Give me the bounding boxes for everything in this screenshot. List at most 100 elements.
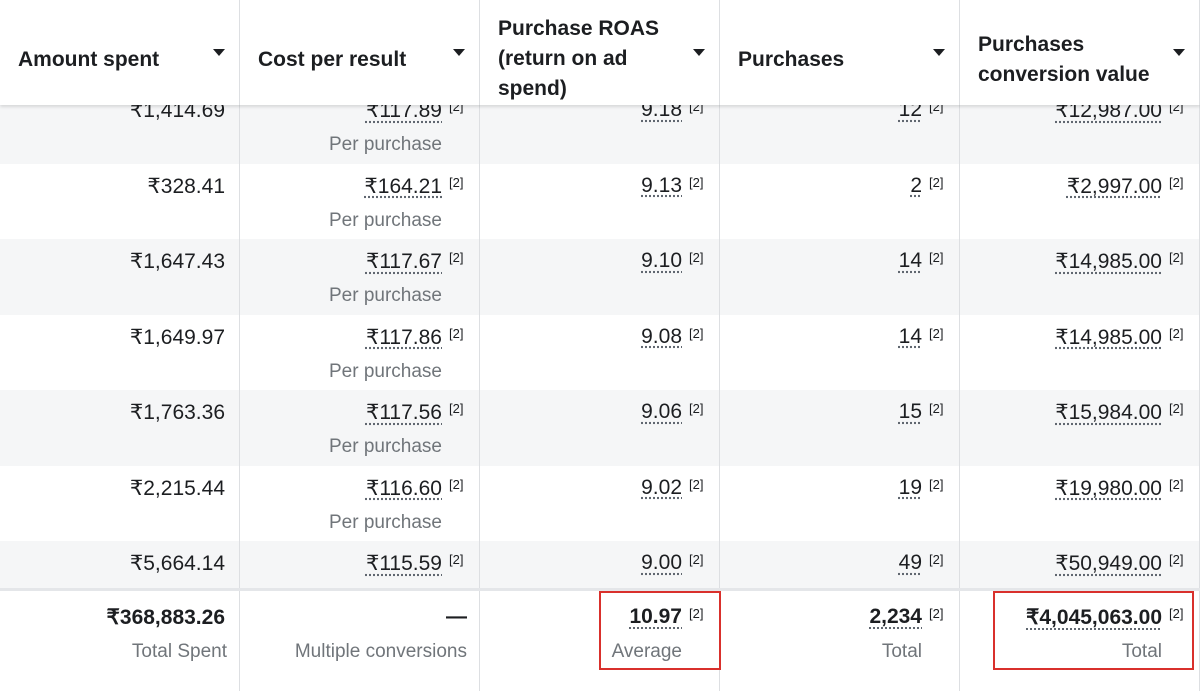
attribution-note: [2] xyxy=(1169,325,1184,341)
cell-value-line: ₹14,985.00 [2] xyxy=(1055,325,1185,350)
column-title: Cost per result xyxy=(258,47,407,71)
attribution-note: [2] xyxy=(929,401,944,416)
cell-value[interactable]: 10.97 xyxy=(629,605,682,628)
table-header: Amount spent Cost per result Purchase ROAS… xyxy=(0,0,1200,105)
cell-value[interactable]: 2 xyxy=(910,173,922,197)
cell-value-line: ₹1,647.43 xyxy=(130,249,225,274)
cell-value[interactable]: ₹15,984.00 xyxy=(1055,401,1162,424)
column-title: Purchases xyxy=(738,47,845,71)
table-cell: 9.06 [2] xyxy=(480,390,720,466)
attribution-note: [2] xyxy=(449,401,464,416)
attribution-note: [2] xyxy=(1169,552,1184,567)
attribution-note: [2] xyxy=(1169,606,1184,621)
table-cell: ₹116.60 [2] Per purchase xyxy=(240,465,480,542)
cell-value[interactable]: 9.00 xyxy=(641,551,682,574)
cell-value-line: ₹117.67 [2] xyxy=(366,249,465,274)
cell-value-line: 9.02 [2] xyxy=(641,476,705,500)
cell-value[interactable]: ₹19,980.00 xyxy=(1055,476,1162,500)
cell-value[interactable]: 9.08 xyxy=(641,324,682,348)
table-row[interactable]: ₹1,647.43 ₹117.67 [2] Per purchase 9.10 [2] 14… xyxy=(0,239,1200,315)
attribution-note: [2] xyxy=(689,552,704,567)
cell-value-line: ₹1,763.36 xyxy=(130,400,225,425)
cell-label: Total Spent xyxy=(131,641,227,662)
cell-label: Multiple conversions xyxy=(294,641,467,662)
cell-value-line: 19 [2] xyxy=(899,476,945,500)
table-cell: 2 [2] xyxy=(720,163,960,240)
cell-value[interactable]: — xyxy=(446,605,467,628)
column-header[interactable]: Cost per result xyxy=(240,0,480,105)
cell-value[interactable]: 9.10 xyxy=(641,249,682,272)
cell-value[interactable]: 14 xyxy=(898,324,922,348)
cell-value-line: ₹5,664.14 xyxy=(130,551,225,576)
cell-value: ₹2,215.44 xyxy=(129,476,225,500)
column-header[interactable]: Amount spent xyxy=(0,0,240,105)
cell-value[interactable]: 19 xyxy=(898,475,922,499)
cell-value-line: 14 [2] xyxy=(899,249,945,273)
table-row[interactable]: ₹1,763.36 ₹117.56 [2] Per purchase 9.06 [2] 15… xyxy=(0,390,1200,466)
cell-label: Average xyxy=(611,641,682,662)
sort-dropdown[interactable] xyxy=(693,49,705,56)
cell-value[interactable]: ₹115.59 xyxy=(365,552,442,575)
table-cell: 19 [2] xyxy=(720,465,960,542)
cell-value: ₹1,763.36 xyxy=(129,401,225,424)
cell-value: ₹5,664.14 xyxy=(129,552,225,575)
cell-value[interactable]: ₹164.21 xyxy=(364,174,442,198)
column-header[interactable]: Purchases conversion value xyxy=(960,0,1200,105)
cell-value[interactable]: 49 xyxy=(898,551,922,574)
cell-value-line: 14 [2] xyxy=(899,325,945,349)
cell-value: ₹1,647.43 xyxy=(129,250,225,273)
cell-value: ₹368,883.26 xyxy=(106,606,225,629)
cell-value-line: 49 [2] xyxy=(899,551,945,575)
cell-value[interactable]: 9.02 xyxy=(641,475,682,499)
cell-value[interactable]: 9.13 xyxy=(641,173,682,197)
attribution-note: [2] xyxy=(929,174,944,190)
cell-value[interactable]: ₹4,045,063.00 xyxy=(1026,606,1162,629)
attribution-note: [2] xyxy=(449,476,464,492)
cell-value[interactable]: 14 xyxy=(898,249,922,272)
cell-value-line: ₹117.86 [2] xyxy=(366,325,465,350)
cell-value[interactable]: ₹116.60 xyxy=(365,476,442,500)
cell-value-line: ₹116.60 [2] xyxy=(366,476,465,501)
cell-value-line: 9.13 [2] xyxy=(641,174,705,198)
table-row[interactable]: ₹1,649.97 ₹117.86 [2] Per purchase 9.08 [2] 14… xyxy=(0,314,1200,391)
cell-value[interactable]: ₹117.56 xyxy=(365,401,442,424)
cell-value[interactable]: 15 xyxy=(898,400,922,423)
attribution-note: [2] xyxy=(689,606,704,621)
cell-value: ₹1,649.97 xyxy=(129,325,225,349)
cell-value[interactable]: ₹2,997.00 xyxy=(1066,174,1162,198)
table-cell: 9.02 [2] xyxy=(480,465,720,542)
column-title: Amount spent xyxy=(18,47,160,71)
cell-value[interactable]: ₹117.67 xyxy=(365,250,442,273)
cell-value-line: ₹1,649.97 xyxy=(130,325,225,350)
cell-value[interactable]: ₹50,949.00 xyxy=(1055,552,1162,575)
cell-value-line: ₹115.59 [2] xyxy=(366,551,465,576)
cell-value[interactable]: ₹117.86 xyxy=(365,325,442,349)
attribution-note: [2] xyxy=(689,476,704,492)
attribution-note: [2] xyxy=(689,174,704,190)
footer-cell: ₹368,883.26 Total Spent xyxy=(0,591,240,691)
cell-value[interactable]: 2,234 xyxy=(869,605,922,628)
sort-dropdown[interactable] xyxy=(933,49,945,56)
column-header[interactable]: Purchase ROAS (return on ad spend) xyxy=(480,0,720,105)
table-cell: 9.08 [2] xyxy=(480,314,720,391)
cell-value-line: ₹368,883.26 xyxy=(107,605,225,630)
sort-dropdown[interactable] xyxy=(213,49,225,56)
footer-cell: — Multiple conversions xyxy=(240,591,480,691)
table-row[interactable]: ₹2,215.44 ₹116.60 [2] Per purchase 9.02 [2] 19… xyxy=(0,465,1200,542)
cell-label: Per purchase xyxy=(328,360,442,382)
sort-dropdown[interactable] xyxy=(453,49,465,56)
table-row[interactable]: ₹328.41 ₹164.21 [2] Per purchase 9.13 [2] 2 [2]… xyxy=(0,163,1200,240)
footer-cell: 2,234 [2] Total xyxy=(720,591,960,691)
table-cell: ₹50,949.00 [2] xyxy=(960,541,1200,617)
cell-value[interactable]: ₹14,985.00 xyxy=(1055,250,1162,273)
table-cell: ₹115.59 [2] xyxy=(240,541,480,617)
column-header[interactable]: Purchases xyxy=(720,0,960,105)
cell-value[interactable]: ₹14,985.00 xyxy=(1055,325,1162,349)
table-cell: ₹117.56 [2] Per purchase xyxy=(240,390,480,466)
sort-dropdown[interactable] xyxy=(1173,49,1185,56)
table-cell: ₹164.21 [2] Per purchase xyxy=(240,163,480,240)
cell-value-line: ₹4,045,063.00 [2] xyxy=(1026,605,1185,630)
cell-value-line: ₹14,985.00 [2] xyxy=(1055,249,1185,274)
cell-value[interactable]: 9.06 xyxy=(641,400,682,423)
table-cell: ₹2,997.00 [2] xyxy=(960,163,1200,240)
